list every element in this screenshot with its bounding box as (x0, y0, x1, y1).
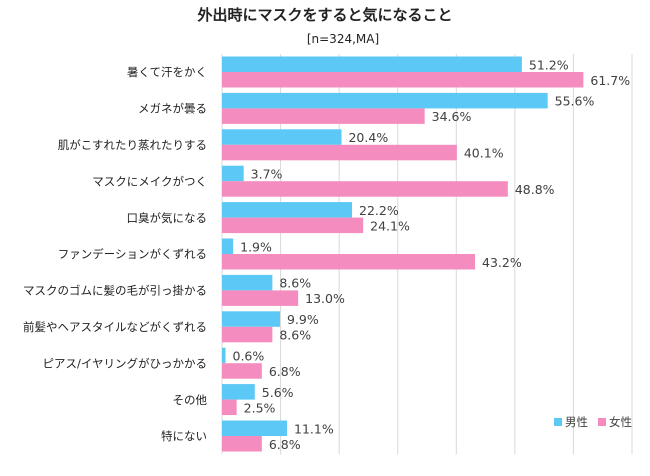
category-labels: 暑くて汗をかくメガネが曇る肌がこすれたり蒸れたりするマスクにメイクがつく口臭が気… (23, 65, 207, 443)
category-label: 前髪やヘアスタイルなどがくずれる (23, 320, 207, 334)
category-label: 暑くて汗をかく (127, 65, 207, 79)
data-label: 20.4% (348, 130, 388, 145)
data-label: 6.8% (269, 364, 301, 379)
data-label: 9.9% (287, 312, 319, 327)
bar-male (222, 420, 288, 436)
bar-male (222, 311, 280, 327)
bar-female (222, 144, 457, 161)
data-label: 40.1% (464, 146, 504, 161)
bar-male (222, 165, 244, 182)
legend-swatch (554, 418, 562, 426)
data-label: 5.6% (262, 385, 294, 400)
data-label: 0.6% (233, 348, 265, 363)
bar-female (222, 254, 476, 270)
data-label: 2.5% (244, 400, 276, 415)
bar-male (222, 347, 226, 364)
data-label: 48.8% (515, 182, 555, 197)
bar-male (222, 274, 273, 291)
bar-female (222, 108, 425, 124)
chart-title: 外出時にマスクをすると気になること (196, 6, 452, 24)
bar-male (222, 56, 522, 72)
bar-female (222, 181, 508, 197)
data-label: 22.2% (359, 203, 399, 218)
category-label: ピアス/イヤリングがひっかかる (42, 356, 207, 370)
category-label: 肌がこすれたり蒸れたりする (58, 138, 207, 152)
legend: 男性 女性 (554, 415, 632, 429)
bar-male (222, 202, 353, 218)
data-label: 61.7% (590, 73, 630, 88)
bar-male (222, 238, 234, 254)
bar-male (222, 129, 342, 145)
bar-female (222, 399, 237, 416)
bar-male (222, 384, 255, 400)
legend-label: 女性 (609, 415, 632, 429)
data-label: 43.2% (482, 255, 522, 270)
bar-female (222, 217, 364, 234)
data-label: 11.1% (294, 421, 334, 436)
data-label: 51.2% (529, 57, 569, 72)
category-label: マスクにメイクがつく (92, 174, 207, 188)
category-label: 口臭が気になる (127, 211, 208, 225)
data-label: 6.8% (269, 437, 301, 452)
category-label: ファンデーションがくずれる (58, 247, 207, 261)
data-label: 3.7% (251, 166, 283, 181)
data-label: 13.0% (305, 291, 345, 306)
data-label: 1.9% (240, 239, 272, 254)
bar-female (222, 290, 299, 306)
chart-subtitle: [n=324,MA] (307, 32, 379, 46)
category-label: その他 (173, 393, 208, 407)
bar-female (222, 436, 262, 452)
data-label: 24.1% (370, 218, 410, 233)
bar-female (222, 363, 262, 379)
data-labels: 51.2% 61.7% 55.6% 34.6% 20.4% 40.1% 3.7% 48.8% 2… (233, 57, 631, 452)
legend-swatch (598, 418, 606, 426)
category-label: マスクのゴムに髪の毛が引っ掛かる (23, 284, 207, 298)
data-label: 8.6% (279, 328, 311, 343)
data-label: 34.6% (432, 109, 472, 124)
data-label: 55.6% (555, 94, 595, 109)
bar-male (222, 92, 548, 109)
bar-female (222, 72, 584, 88)
category-label: メガネが曇る (138, 102, 207, 116)
bar-female (222, 326, 273, 343)
legend-label: 男性 (565, 415, 588, 429)
bars (222, 56, 584, 452)
data-label: 8.6% (279, 276, 311, 291)
category-label: 特にない (161, 429, 207, 443)
